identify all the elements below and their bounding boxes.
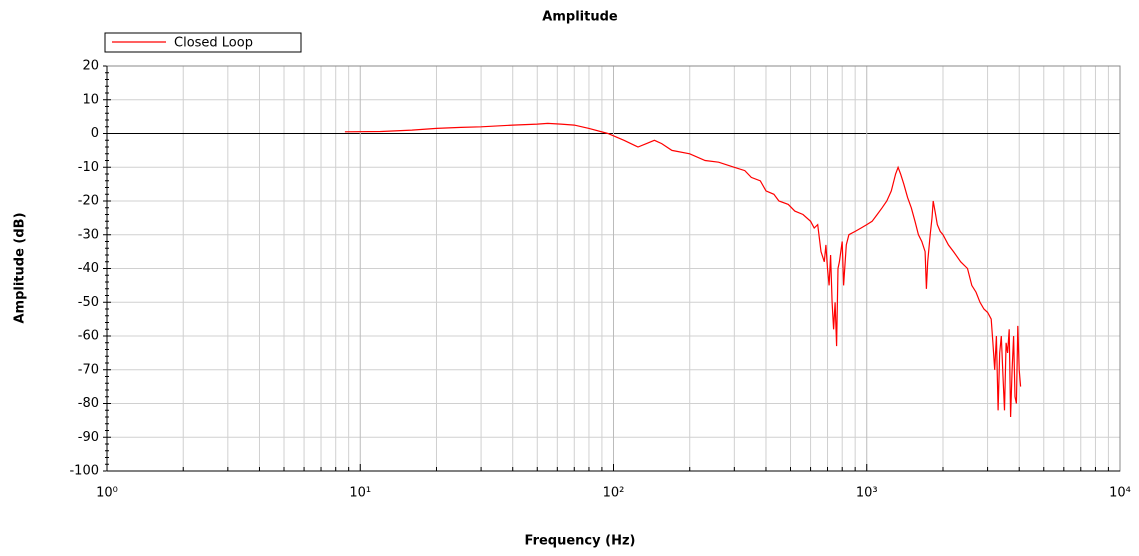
- y-tick-label: -40: [78, 261, 99, 276]
- y-tick-label: -70: [78, 362, 99, 377]
- x-tick-label: 10¹: [349, 486, 371, 501]
- y-tick-label: -10: [78, 160, 99, 175]
- data-line: [344, 122, 1022, 418]
- y-tick-label: -20: [78, 194, 99, 209]
- x-tick-label: 10⁰: [96, 486, 118, 501]
- y-tick-label: 0: [91, 126, 99, 141]
- x-tick-label: 10⁴: [1109, 486, 1131, 501]
- y-tick-label: 20: [82, 59, 99, 74]
- x-tick-label: 10²: [603, 486, 625, 501]
- x-axis-label: Frequency (Hz): [525, 534, 636, 549]
- y-tick-label: -100: [69, 464, 99, 479]
- legend-box: [104, 32, 302, 53]
- y-tick-label: -30: [78, 227, 99, 242]
- chart-title: Amplitude: [542, 10, 618, 25]
- y-axis-label: Amplitude (dB): [13, 212, 28, 323]
- x-tick-label: 10³: [856, 486, 878, 501]
- y-tick-label: 10: [82, 92, 99, 107]
- y-tick-label: -50: [78, 295, 99, 310]
- y-tick-label: -90: [78, 430, 99, 445]
- y-tick-label: -60: [78, 329, 99, 344]
- y-tick-label: -80: [78, 396, 99, 411]
- legend-label: Closed Loop: [174, 36, 253, 51]
